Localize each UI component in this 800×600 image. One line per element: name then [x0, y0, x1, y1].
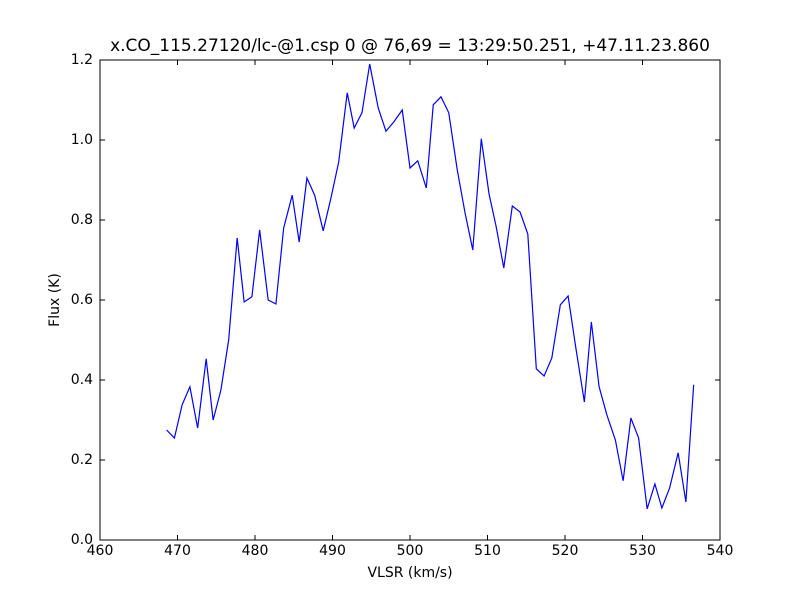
x-tick-label: 470 [164, 543, 191, 559]
x-axis-label: VLSR (km/s) [367, 565, 452, 581]
y-tick-label: 1.2 [71, 52, 93, 68]
x-tick-label: 510 [474, 543, 501, 559]
x-tick-label: 520 [552, 543, 579, 559]
y-tick-label: 0.8 [71, 212, 93, 228]
y-tick-label: 0.6 [71, 292, 93, 308]
x-tick-label: 480 [242, 543, 269, 559]
plot-frame [99, 59, 721, 541]
x-tick-label: 500 [397, 543, 424, 559]
x-tick-label: 460 [87, 543, 114, 559]
y-tick-label: 1.0 [71, 132, 93, 148]
x-tick-label: 530 [629, 543, 656, 559]
y-tick-label: 0.0 [71, 532, 93, 548]
y-tick-label: 0.2 [71, 452, 93, 468]
y-axis-label: Flux (K) [47, 273, 63, 327]
y-tick-label: 0.4 [71, 372, 93, 388]
x-tick-label: 540 [707, 543, 734, 559]
data-line [166, 63, 695, 510]
x-tick-label: 490 [319, 543, 346, 559]
chart-title: x.CO_115.27120/lc-@1.csp 0 @ 76,69 = 13:… [110, 36, 710, 56]
